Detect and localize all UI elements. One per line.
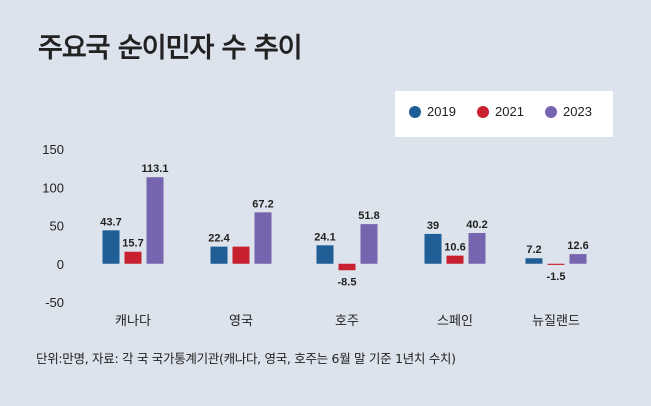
y-tick-label: 100 — [42, 180, 64, 195]
data-label: 43.7 — [100, 216, 121, 228]
x-category-label: 호주 — [335, 314, 359, 329]
legend-swatch-2021 — [477, 105, 489, 118]
legend-label-2021: 2021 — [495, 104, 524, 119]
data-label: 51.8 — [358, 210, 379, 222]
chart-footnote: 단위:만명, 자료: 각 국 국가통계기관(캐나다, 영국, 호주는 6월 말 … — [36, 351, 456, 366]
bar-2023-5 — [569, 254, 587, 264]
bar-2021-2 — [232, 246, 250, 264]
bar-2021-4 — [446, 255, 464, 264]
x-category-label: 영국 — [229, 314, 253, 329]
x-category-label: 캐나다 — [115, 314, 151, 329]
bar-2019-3 — [316, 245, 334, 264]
data-label: 67.2 — [252, 198, 273, 210]
data-label: 12.6 — [567, 240, 588, 252]
bar-2021-1 — [124, 251, 142, 264]
legend-item-2019: 2019 — [409, 104, 456, 119]
data-label: 39 — [427, 220, 439, 232]
data-label: -1.5 — [547, 271, 566, 283]
y-tick-label: 150 — [42, 142, 64, 157]
bar-2023-1 — [146, 177, 164, 264]
bar-2019-5 — [525, 258, 543, 264]
y-tick-label: 50 — [50, 219, 64, 234]
legend-label-2019: 2019 — [427, 104, 456, 119]
bar-2021-3 — [338, 263, 356, 271]
bar-2023-4 — [468, 232, 486, 264]
legend-swatch-2023 — [545, 105, 557, 118]
bar-2019-2 — [210, 246, 228, 264]
data-label: 22.4 — [208, 233, 230, 245]
bar-2023-3 — [360, 224, 378, 264]
y-tick-label: -50 — [45, 295, 64, 310]
data-label: 24.1 — [314, 231, 335, 243]
data-label: 10.6 — [444, 242, 465, 254]
bar-2021-5 — [547, 263, 565, 265]
data-label: 15.7 — [122, 238, 143, 250]
chart-title: 주요국 순이민자 수 추이 — [38, 33, 303, 64]
legend-item-2021: 2021 — [477, 104, 524, 119]
chart-legend: 2019 2021 2023 — [395, 91, 613, 137]
bar-2019-4 — [424, 233, 442, 264]
data-label: 7.2 — [526, 244, 541, 256]
bar-2019-1 — [102, 230, 120, 264]
data-label: -8.5 — [338, 276, 357, 288]
data-label: 113.1 — [142, 163, 169, 175]
legend-item-2023: 2023 — [545, 104, 592, 119]
legend-label-2023: 2023 — [563, 104, 592, 119]
legend-swatch-2019 — [409, 105, 421, 118]
x-category-label: 스페인 — [437, 314, 473, 329]
x-category-label: 뉴질랜드 — [532, 314, 580, 329]
y-tick-label: 0 — [57, 257, 64, 272]
bar-2023-2 — [254, 212, 272, 264]
data-label: 40.2 — [466, 219, 487, 231]
